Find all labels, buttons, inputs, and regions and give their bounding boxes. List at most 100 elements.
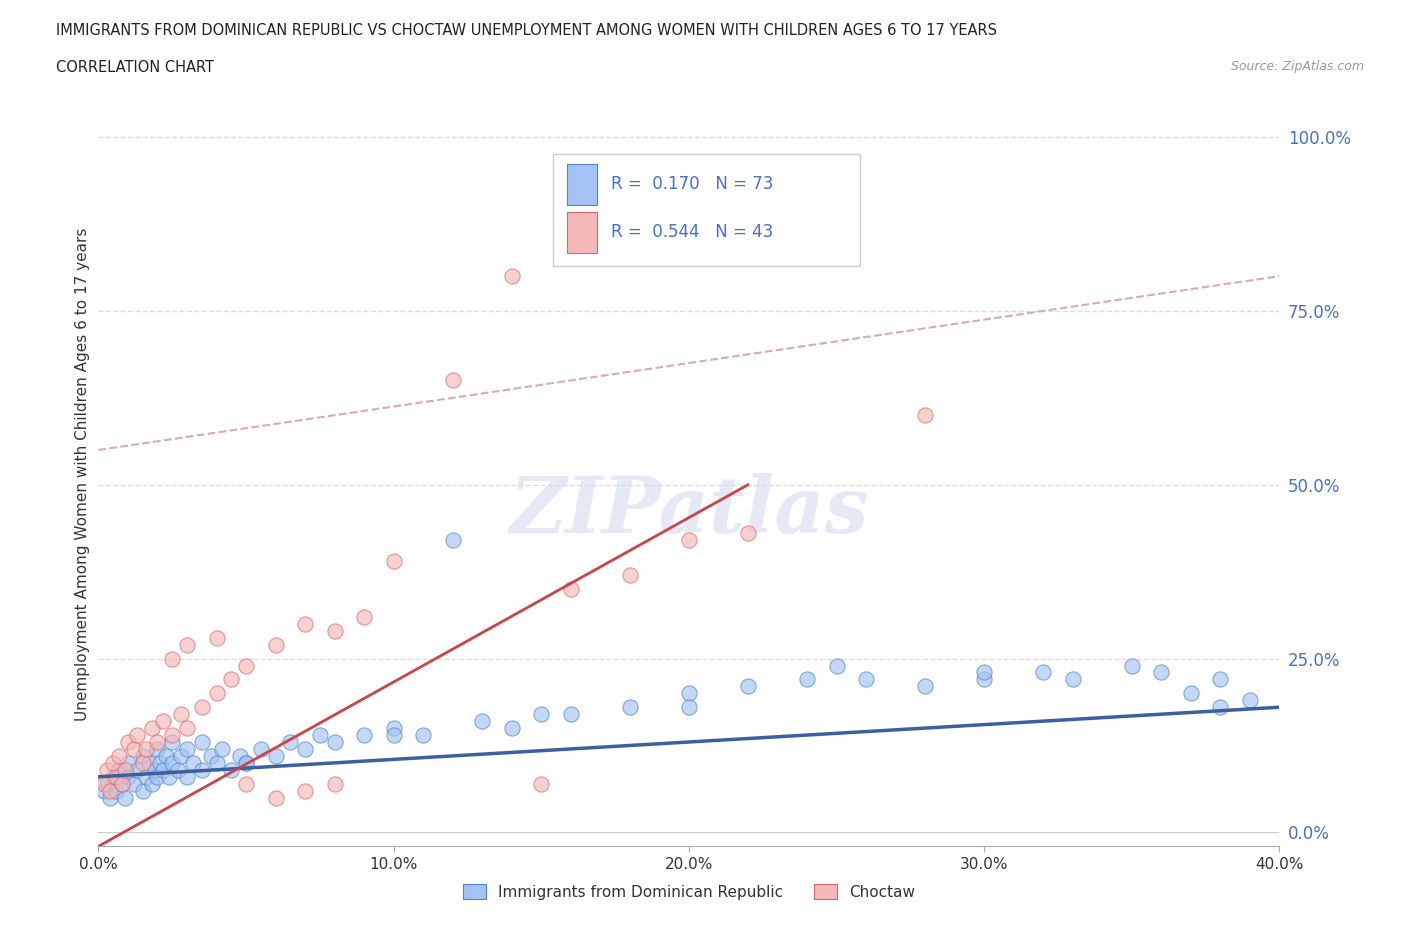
Point: [973, 672, 995, 687]
Point: [855, 672, 877, 687]
Point: [530, 777, 553, 791]
Point: [162, 735, 183, 750]
Point: [96, 777, 118, 791]
Point: [170, 749, 193, 764]
Point: [117, 755, 139, 770]
Point: [737, 679, 759, 694]
Point: [1032, 665, 1054, 680]
Point: [205, 631, 228, 645]
Point: [205, 686, 228, 701]
Point: [152, 763, 174, 777]
Point: [309, 727, 332, 742]
Point: [141, 721, 163, 736]
Point: [914, 679, 936, 694]
Point: [278, 735, 302, 750]
Point: [235, 777, 257, 791]
FancyBboxPatch shape: [553, 154, 860, 266]
Point: [294, 783, 316, 798]
Text: ZIPatlas: ZIPatlas: [509, 473, 869, 550]
Point: [560, 707, 582, 722]
Point: [125, 727, 148, 742]
Point: [149, 755, 172, 770]
Point: [93, 783, 115, 798]
Point: [114, 763, 136, 777]
Point: [914, 407, 936, 422]
Point: [235, 755, 257, 770]
Point: [441, 373, 464, 388]
Point: [111, 777, 134, 791]
Point: [122, 777, 145, 791]
Point: [155, 749, 177, 764]
Point: [152, 713, 174, 728]
Point: [132, 749, 155, 764]
Point: [143, 763, 166, 777]
Point: [353, 727, 375, 742]
Point: [191, 699, 214, 714]
Point: [1150, 665, 1173, 680]
Point: [323, 623, 346, 638]
Point: [353, 609, 375, 624]
Point: [796, 672, 818, 687]
Point: [1062, 672, 1084, 687]
Text: R =  0.544   N = 43: R = 0.544 N = 43: [612, 223, 773, 241]
Point: [146, 741, 169, 756]
Point: [111, 777, 134, 791]
Point: [122, 741, 145, 756]
Point: [678, 699, 700, 714]
Point: [412, 727, 434, 742]
Point: [108, 749, 131, 764]
Point: [162, 755, 183, 770]
Point: [294, 741, 316, 756]
Point: [560, 581, 582, 596]
Point: [382, 727, 405, 742]
Y-axis label: Unemployment Among Women with Children Ages 6 to 17 years: Unemployment Among Women with Children A…: [75, 228, 90, 721]
Point: [200, 749, 222, 764]
Point: [132, 755, 155, 770]
Point: [108, 763, 131, 777]
Point: [146, 735, 169, 750]
Bar: [567, 164, 596, 205]
Point: [135, 769, 157, 784]
Point: [191, 735, 214, 750]
Point: [211, 741, 233, 756]
Point: [1209, 699, 1232, 714]
Point: [323, 777, 346, 791]
Point: [1209, 672, 1232, 687]
Point: [93, 777, 115, 791]
Point: [181, 755, 204, 770]
Point: [678, 686, 700, 701]
Point: [205, 755, 228, 770]
Point: [105, 769, 128, 784]
Point: [219, 672, 242, 687]
Point: [141, 777, 163, 791]
Point: [825, 658, 848, 673]
Point: [117, 769, 139, 784]
Point: [170, 707, 193, 722]
Point: [138, 755, 160, 770]
Point: [737, 526, 759, 541]
Point: [264, 637, 287, 652]
Bar: [567, 212, 596, 253]
Point: [973, 665, 995, 680]
Point: [1239, 693, 1261, 708]
Point: [323, 735, 346, 750]
Point: [264, 790, 287, 805]
Point: [132, 783, 155, 798]
Point: [619, 567, 641, 582]
Point: [135, 741, 157, 756]
Point: [382, 553, 405, 568]
Text: R =  0.170   N = 73: R = 0.170 N = 73: [612, 175, 773, 193]
Point: [105, 783, 128, 798]
Point: [167, 763, 190, 777]
Point: [471, 713, 494, 728]
Point: [501, 269, 523, 284]
Legend: Immigrants from Dominican Republic, Choctaw: Immigrants from Dominican Republic, Choc…: [457, 877, 921, 906]
Point: [1180, 686, 1202, 701]
Point: [294, 617, 316, 631]
Point: [157, 769, 180, 784]
Point: [98, 790, 121, 805]
Point: [229, 749, 252, 764]
Point: [619, 699, 641, 714]
Point: [146, 769, 169, 784]
Point: [176, 769, 198, 784]
